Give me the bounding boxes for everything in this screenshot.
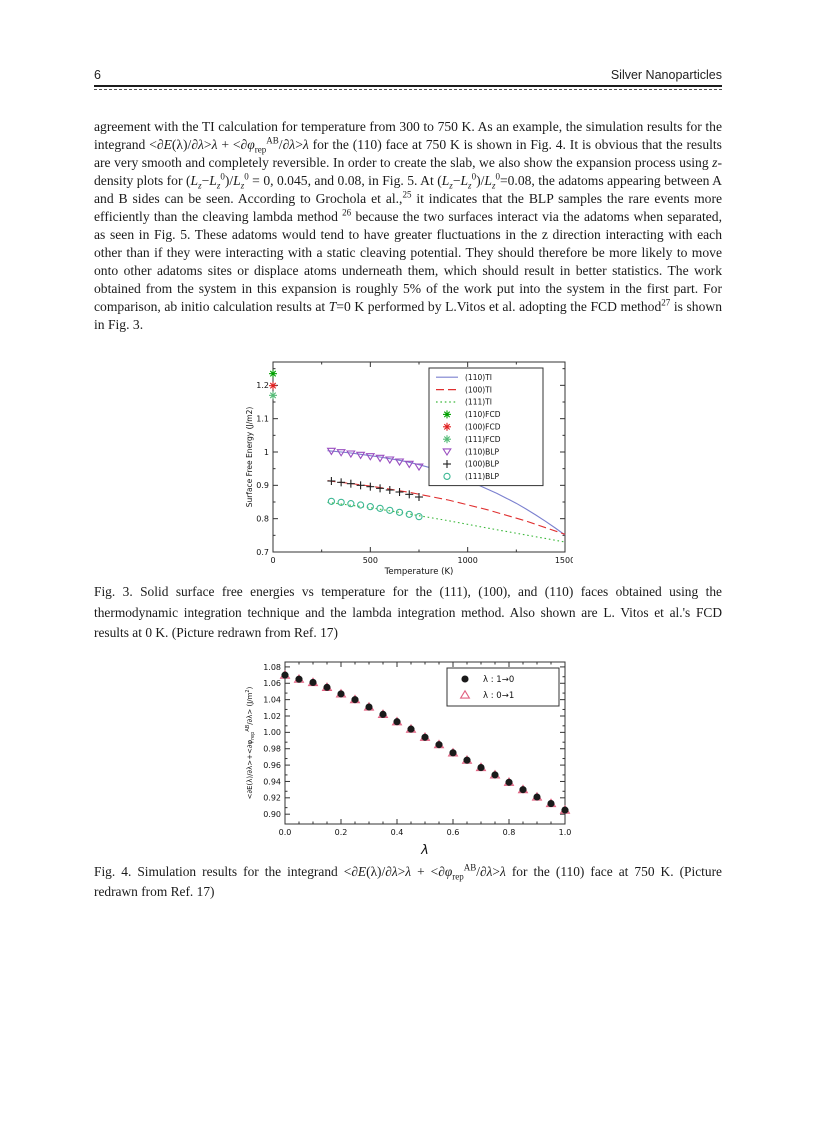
page-number: 6	[94, 68, 101, 82]
svg-text:(110)BLP: (110)BLP	[465, 447, 499, 456]
svg-text:λ : 1→0: λ : 1→0	[483, 675, 514, 685]
svg-text:0.4: 0.4	[391, 828, 404, 837]
svg-text:(100)FCD: (100)FCD	[465, 423, 501, 432]
svg-text:0.6: 0.6	[447, 828, 460, 837]
svg-text:1: 1	[264, 448, 269, 457]
svg-text:0.2: 0.2	[335, 828, 348, 837]
svg-text:500: 500	[363, 556, 378, 565]
svg-text:<∂E(λ)/∂λ>+<∂φrepAB/∂λ> (J/m2): <∂E(λ)/∂λ>+<∂φrepAB/∂λ> (J/m2)	[245, 686, 256, 799]
running-title: Silver Nanoparticles	[610, 68, 722, 82]
svg-text:λ: λ	[420, 843, 429, 858]
svg-text:(100)TI: (100)TI	[465, 385, 492, 394]
svg-text:(110)FCD: (110)FCD	[465, 410, 501, 419]
fig4-caption: Fig. 4. Simulation results for the integ…	[94, 862, 722, 899]
svg-text:0.9: 0.9	[256, 481, 269, 490]
svg-text:(100)BLP: (100)BLP	[465, 460, 499, 469]
svg-text:(111)BLP: (111)BLP	[465, 472, 499, 481]
fig3-chart: 0 500 1000 1500 0.7 0.8 0.9 1 1.1 1.2 Temperature …	[243, 356, 573, 578]
svg-text:0.7: 0.7	[256, 548, 269, 557]
svg-text:1.00: 1.00	[263, 728, 281, 737]
fig3-chart-container: 0 500 1000 1500 0.7 0.8 0.9 1 1.1 1.2 Temperature …	[243, 356, 573, 578]
header-rule-dashed	[94, 89, 722, 90]
svg-text:Surface Free Energy (J/m2): Surface Free Energy (J/m2)	[245, 407, 254, 508]
svg-text:1.1: 1.1	[256, 415, 269, 424]
svg-text:0.96: 0.96	[263, 760, 281, 769]
svg-text:1.08: 1.08	[263, 662, 281, 671]
svg-text:(111)FCD: (111)FCD	[465, 435, 501, 444]
svg-text:1.04: 1.04	[263, 695, 281, 704]
svg-text:λ : 0→1: λ : 0→1	[483, 691, 514, 701]
svg-text:1.06: 1.06	[263, 679, 281, 688]
svg-text:0.8: 0.8	[503, 828, 516, 837]
svg-text:1.0: 1.0	[559, 828, 572, 837]
svg-text:1500: 1500	[555, 556, 573, 565]
svg-text:0.92: 0.92	[263, 793, 281, 802]
svg-text:0.0: 0.0	[279, 828, 292, 837]
svg-text:(110)TI: (110)TI	[465, 373, 492, 382]
svg-text:1000: 1000	[457, 556, 477, 565]
fig3-caption: Fig. 3. Solid surface free energies vs t…	[94, 584, 722, 640]
svg-text:0.8: 0.8	[256, 515, 269, 524]
svg-text:Temperature (K): Temperature (K)	[384, 567, 454, 577]
svg-text:0.94: 0.94	[263, 777, 281, 786]
svg-text:0.98: 0.98	[263, 744, 281, 753]
svg-text:(111)TI: (111)TI	[465, 398, 492, 407]
svg-text:0: 0	[270, 556, 275, 565]
body-paragraph: agreement with the TI calculation for te…	[94, 119, 723, 332]
fig4-chart: 0.0 0.2 0.4 0.6 0.8 1.0 0.90 0.92 0.94 0.96 0.98 1.…	[243, 653, 573, 858]
svg-text:1.02: 1.02	[263, 711, 281, 720]
page-header: 6 Silver Nanoparticles	[94, 68, 722, 85]
header-rule-solid	[94, 85, 722, 87]
svg-text:0.90: 0.90	[263, 810, 281, 819]
svg-text:1.2: 1.2	[256, 381, 269, 390]
fig4-chart-container: 0.0 0.2 0.4 0.6 0.8 1.0 0.90 0.92 0.94 0.96 0.98 1.…	[243, 653, 573, 858]
